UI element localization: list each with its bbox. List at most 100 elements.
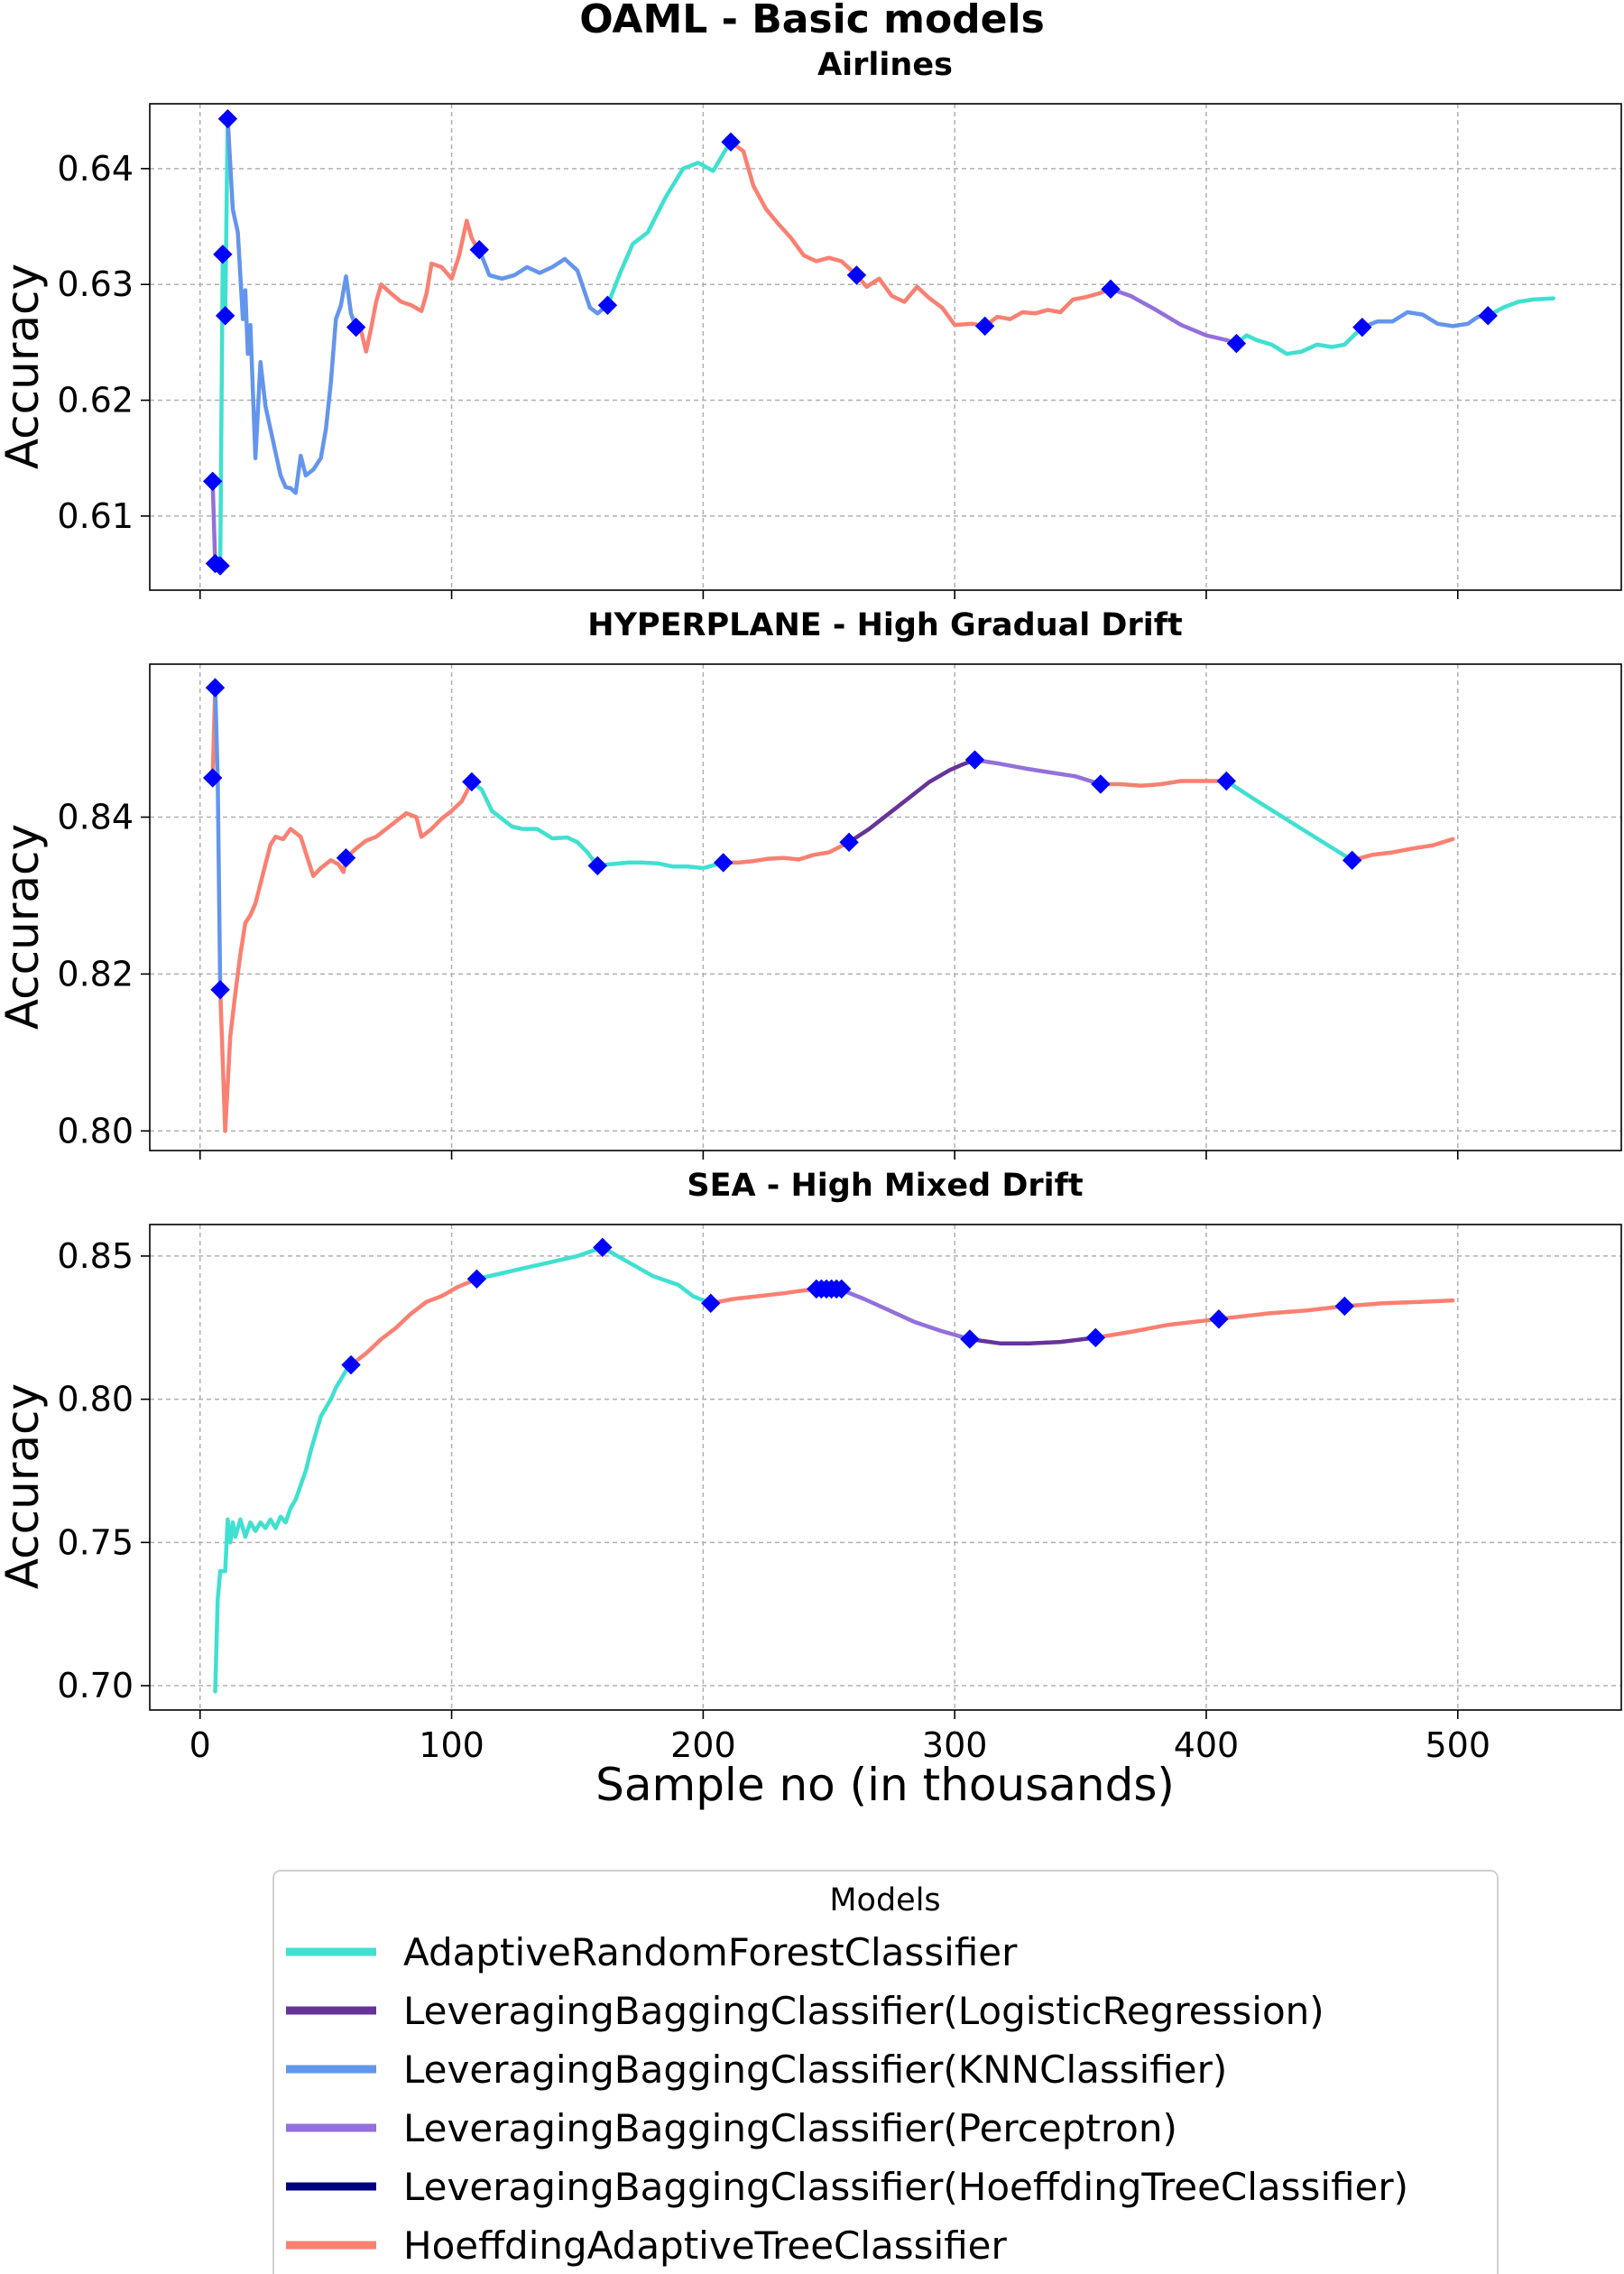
hyperplane-panel: HYPERPLANE - High Gradual Drift Accuracy… [0,607,1622,1160]
airlines-switch-marker [597,295,618,316]
sea-switch-marker [593,1237,613,1258]
legend-entries: AdaptiveRandomForestClassifier Leveraging… [286,1930,1408,2268]
hyperplane-plot-frame [149,663,1622,1151]
hyperplane-series-segment [469,780,725,871]
sea-series-segment [1093,1298,1455,1340]
sea-x-tick-label: 500 [1426,1725,1491,1765]
airlines-series-segment [1485,296,1555,319]
airlines-switch-marker [469,239,489,260]
airlines-switch-marker [1352,317,1372,337]
airlines-switch-marker [213,245,233,264]
sea-x-tick-label: 0 [189,1725,211,1765]
legend-frame [272,1870,1499,2274]
sea-switch-marker [1334,1296,1355,1317]
airlines-series-segment [1360,310,1490,329]
legend-label: HoeffdingAdaptiveTreeClassifier [403,2223,1008,2268]
airlines-switch-marker [1478,306,1498,326]
sea-x-tick-label: 200 [670,1725,736,1765]
legend-label: LeveragingBaggingClassifier(LogisticRegr… [403,1989,1324,2033]
airlines-series-segment [213,116,230,568]
x-axis-label: Sample no (in thousands) [595,1759,1175,1811]
sea-y-tick-label: 0.70 [57,1666,134,1706]
hyperplane-switch-marker [1342,850,1362,871]
hyperplane-switch-marker [202,768,223,788]
sea-series-segment [348,1277,479,1367]
sea-switch-marker [1085,1327,1106,1348]
airlines-series-segment [1108,287,1239,346]
hyperplane-y-tick-label: 0.84 [57,798,134,837]
sea-series-segment [708,1287,821,1306]
airlines-y-tick-label: 0.61 [57,496,134,536]
sea-ylabel: Accuracy [0,1383,49,1589]
airlines-series-segment [476,247,610,316]
airlines-switch-marker [1101,279,1121,300]
airlines-plot-frame [149,103,1622,591]
airlines-switch-marker [721,132,741,153]
hyperplane-series-segment [846,757,977,845]
airlines-ylabel: Accuracy [0,263,49,469]
sea-x-tick-label: 300 [922,1725,988,1765]
hyperplane-y-tick-label: 0.80 [57,1111,134,1151]
airlines-series-segment [226,116,358,495]
airlines-switch-marker [215,306,235,326]
airlines-switch-marker [974,316,995,337]
hyperplane-switch-marker [1091,774,1111,794]
airlines-y-tick-label: 0.64 [57,149,134,189]
hyperplane-switch-marker [336,848,356,868]
airlines-y-tick-label: 0.62 [57,381,134,421]
sea-panel: SEA - High Mixed Drift Accuracy Sample n… [0,1168,1622,1811]
legend-label: LeveragingBaggingClassifier(HoeffdingTre… [403,2165,1408,2209]
hyperplane-series-segment [1350,837,1455,863]
legend-title: Models [829,1882,940,1918]
sea-switch-marker [832,1279,852,1299]
legend-label: LeveragingBaggingClassifier(Perceptron) [403,2106,1177,2150]
hyperplane-series-segment [213,685,223,993]
sea-series-segment [475,1245,713,1306]
airlines-series-segment [354,218,482,354]
sea-x-tick-label: 100 [419,1725,484,1765]
sea-plot-frame [149,1224,1622,1711]
hyperplane-switch-marker [964,750,985,770]
hyperplane-series-segment [217,780,475,1133]
sea-series-segment [213,1363,354,1694]
airlines-series-segment [605,140,734,308]
sea-switch-marker [466,1269,487,1290]
figure-title: OAML - Basic models [579,0,1045,42]
sea-switch-marker [701,1293,721,1313]
airlines-switch-marker [846,265,867,285]
hyperplane-series-segment [721,840,852,865]
hyperplane-series-segment [1098,779,1229,789]
hyperplane-switch-marker [210,980,230,1000]
hyperplane-series-segment [1224,779,1354,863]
hyperplane-series-segment [973,757,1103,787]
sea-series-segment [967,1336,1098,1345]
sea-y-tick-label: 0.80 [57,1380,134,1419]
airlines-switch-marker [210,556,230,576]
airlines-switch-marker [346,317,366,337]
sea-y-tick-label: 0.75 [57,1522,134,1562]
airlines-series-segment [728,140,1113,328]
legend-label: LeveragingBaggingClassifier(KNNClassifie… [403,2048,1227,2092]
airlines-y-tick-label: 0.63 [57,264,134,304]
sea-title: SEA - High Mixed Drift [687,1168,1083,1204]
legend: Models AdaptiveRandomForestClassifier Lev… [272,1870,1499,2274]
sea-switch-marker [1209,1309,1229,1329]
hyperplane-switch-marker [205,678,226,698]
hyperplane-switch-marker [713,853,734,873]
hyperplane-switch-marker [839,832,859,853]
sea-x-tick-label: 400 [1174,1725,1240,1765]
hyperplane-y-tick-label: 0.82 [57,954,134,994]
airlines-switch-marker [202,471,223,492]
airlines-series-segment [1234,325,1365,356]
hyperplane-title: HYPERPLANE - High Gradual Drift [587,607,1182,643]
airlines-switch-marker [1226,333,1247,354]
hyperplane-switch-marker [462,772,482,792]
airlines-switch-marker [217,108,238,129]
hyperplane-ylabel: Accuracy [0,824,49,1030]
sea-switch-marker [341,1354,361,1375]
hyperplane-switch-marker [1216,771,1236,791]
hyperplane-switch-marker [587,855,607,876]
airlines-panel: Airlines Accuracy 0.61 0.62 0.63 0.64 [0,47,1622,599]
legend-label: AdaptiveRandomForestClassifier [403,1930,1018,1974]
